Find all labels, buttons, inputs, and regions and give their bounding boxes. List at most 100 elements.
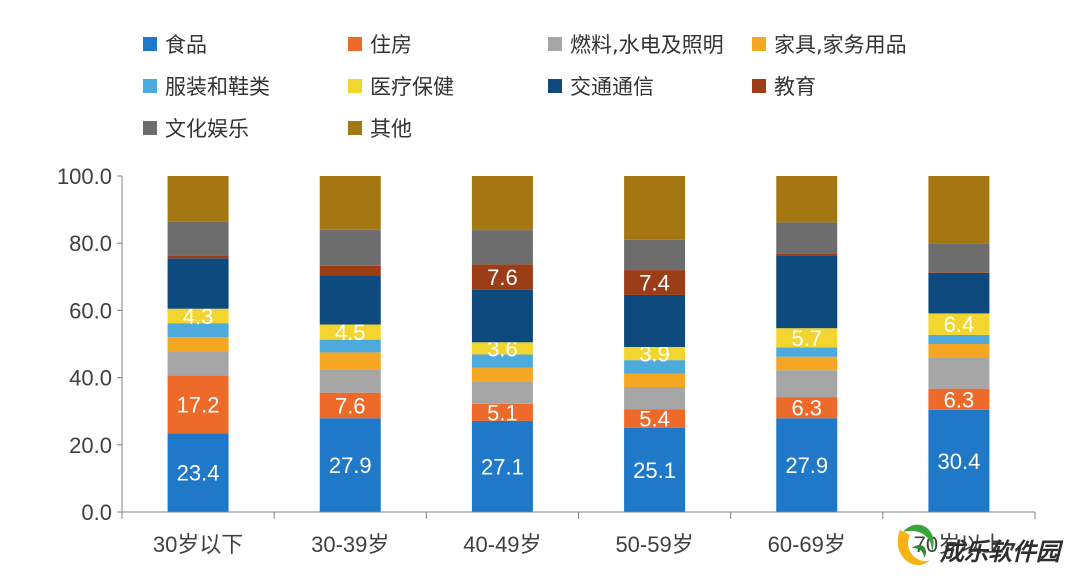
legend-swatch [348,121,362,135]
data-label: 6.4 [944,312,975,337]
bar-segment [319,418,381,512]
bar-segment [471,289,533,343]
bar-segment [776,255,838,329]
data-label: 5.4 [639,407,670,432]
legend-swatch [548,37,562,51]
data-label: 27.1 [481,454,524,479]
bar-segment [624,427,686,512]
bar-segment [319,275,381,325]
y-tick-label: 80.0 [69,231,112,256]
data-label: 7.6 [335,393,366,418]
bar-segment [167,255,229,259]
legend-item: 医疗保健 [348,75,454,99]
y-tick-label: 60.0 [69,298,112,323]
legend-label: 燃料,水电及照明 [570,33,724,57]
legend-item: 燃料,水电及照明 [548,33,724,57]
watermark-text: 成乐软件园 [939,538,1064,566]
bar-segment [471,354,533,368]
legend-label: 文化娱乐 [165,117,249,141]
bar-segment [319,265,381,276]
bar-segment [319,392,381,419]
bar-stack: 27.15.13.67.6 [471,176,533,512]
x-tick-label: 30岁以下 [153,532,243,557]
bar-segment [624,360,686,374]
bar-segment [471,264,533,290]
legend-swatch [348,79,362,93]
bar-segment [319,352,381,370]
legend-item: 住房 [348,33,412,57]
legend-label: 医疗保健 [370,75,454,99]
bar-segment [776,418,838,512]
bar-segment [167,308,229,324]
bar-segment [319,324,381,340]
data-label: 30.4 [938,449,981,474]
bars: 23.417.24.30.727.97.64.52.927.15.13.67.6… [167,176,990,512]
watermark: 成乐软件园 [897,524,1064,566]
data-label: 6.3 [791,396,822,421]
bar-segment [776,397,838,419]
data-label: 5.1 [487,400,518,425]
bar-segment [471,367,533,382]
bar-stack: 27.97.64.52.9 [319,176,381,512]
legend-swatch [348,37,362,51]
legend-item: 家具,家务用品 [752,33,907,57]
bar-segment [776,176,838,223]
y-tick-label: 100.0 [57,164,112,189]
legend-item: 服装和鞋类 [143,75,270,99]
legend-label: 交通通信 [570,75,654,99]
bar-segment [471,420,533,512]
bar-segment [624,373,686,388]
x-tick-label: 30-39岁 [311,532,389,557]
bar-segment [928,344,990,358]
bar-segment [928,357,990,389]
bar-segment [471,381,533,404]
bar-stack: 30.46.36.40.2 [928,176,990,512]
bar-segment [624,294,686,348]
bar-segment [167,323,229,338]
bar-segment [319,369,381,393]
legend-swatch [752,37,766,51]
watermark-logo-icon [897,524,934,566]
data-label: 7.6 [487,265,518,290]
bar-segment [776,356,838,371]
legend-item: 食品 [143,33,207,57]
x-tick-label: 50-59岁 [615,532,693,557]
legend-label: 服装和鞋类 [165,75,270,99]
x-axis: 30岁以下 30-39岁 40-49岁 50-59岁 60-69岁 70岁以上 [121,511,1036,557]
data-label: 25.1 [633,458,676,483]
data-label: 23.4 [177,461,220,486]
bar-segment [471,230,533,265]
y-tick-label: 40.0 [69,366,112,391]
legend-swatch [752,79,766,93]
data-label: 27.9 [329,453,372,478]
bar-stack: 27.96.35.70.8 [776,176,838,512]
bar-segment [167,258,229,309]
legend-item: 文化娱乐 [143,117,249,141]
legend-swatch [143,121,157,135]
bar-segment [319,339,381,353]
bar-segment [624,239,686,271]
bar-segment [471,342,533,355]
bar-segment [319,229,381,266]
y-tick-label: 0.0 [81,500,112,525]
bar-segment [928,388,990,410]
bar-segment [471,176,533,231]
bar-segment [167,351,229,376]
bar-segment [928,334,990,344]
bar-segment [928,313,990,335]
bar-segment [624,409,686,428]
bar-segment [167,375,229,434]
legend-label: 住房 [370,33,412,57]
legend-item: 其他 [348,117,412,141]
bar-segment [624,387,686,410]
bar-segment [471,403,533,421]
data-label: 7.4 [639,271,670,296]
x-tick-label: 40-49岁 [463,532,541,557]
legend-swatch [143,37,157,51]
legend-item: 教育 [752,75,816,99]
bar-segment [167,337,229,352]
legend-label: 教育 [774,75,816,99]
bar-segment [624,270,686,295]
bar-stack: 23.417.24.30.7 [167,176,229,512]
